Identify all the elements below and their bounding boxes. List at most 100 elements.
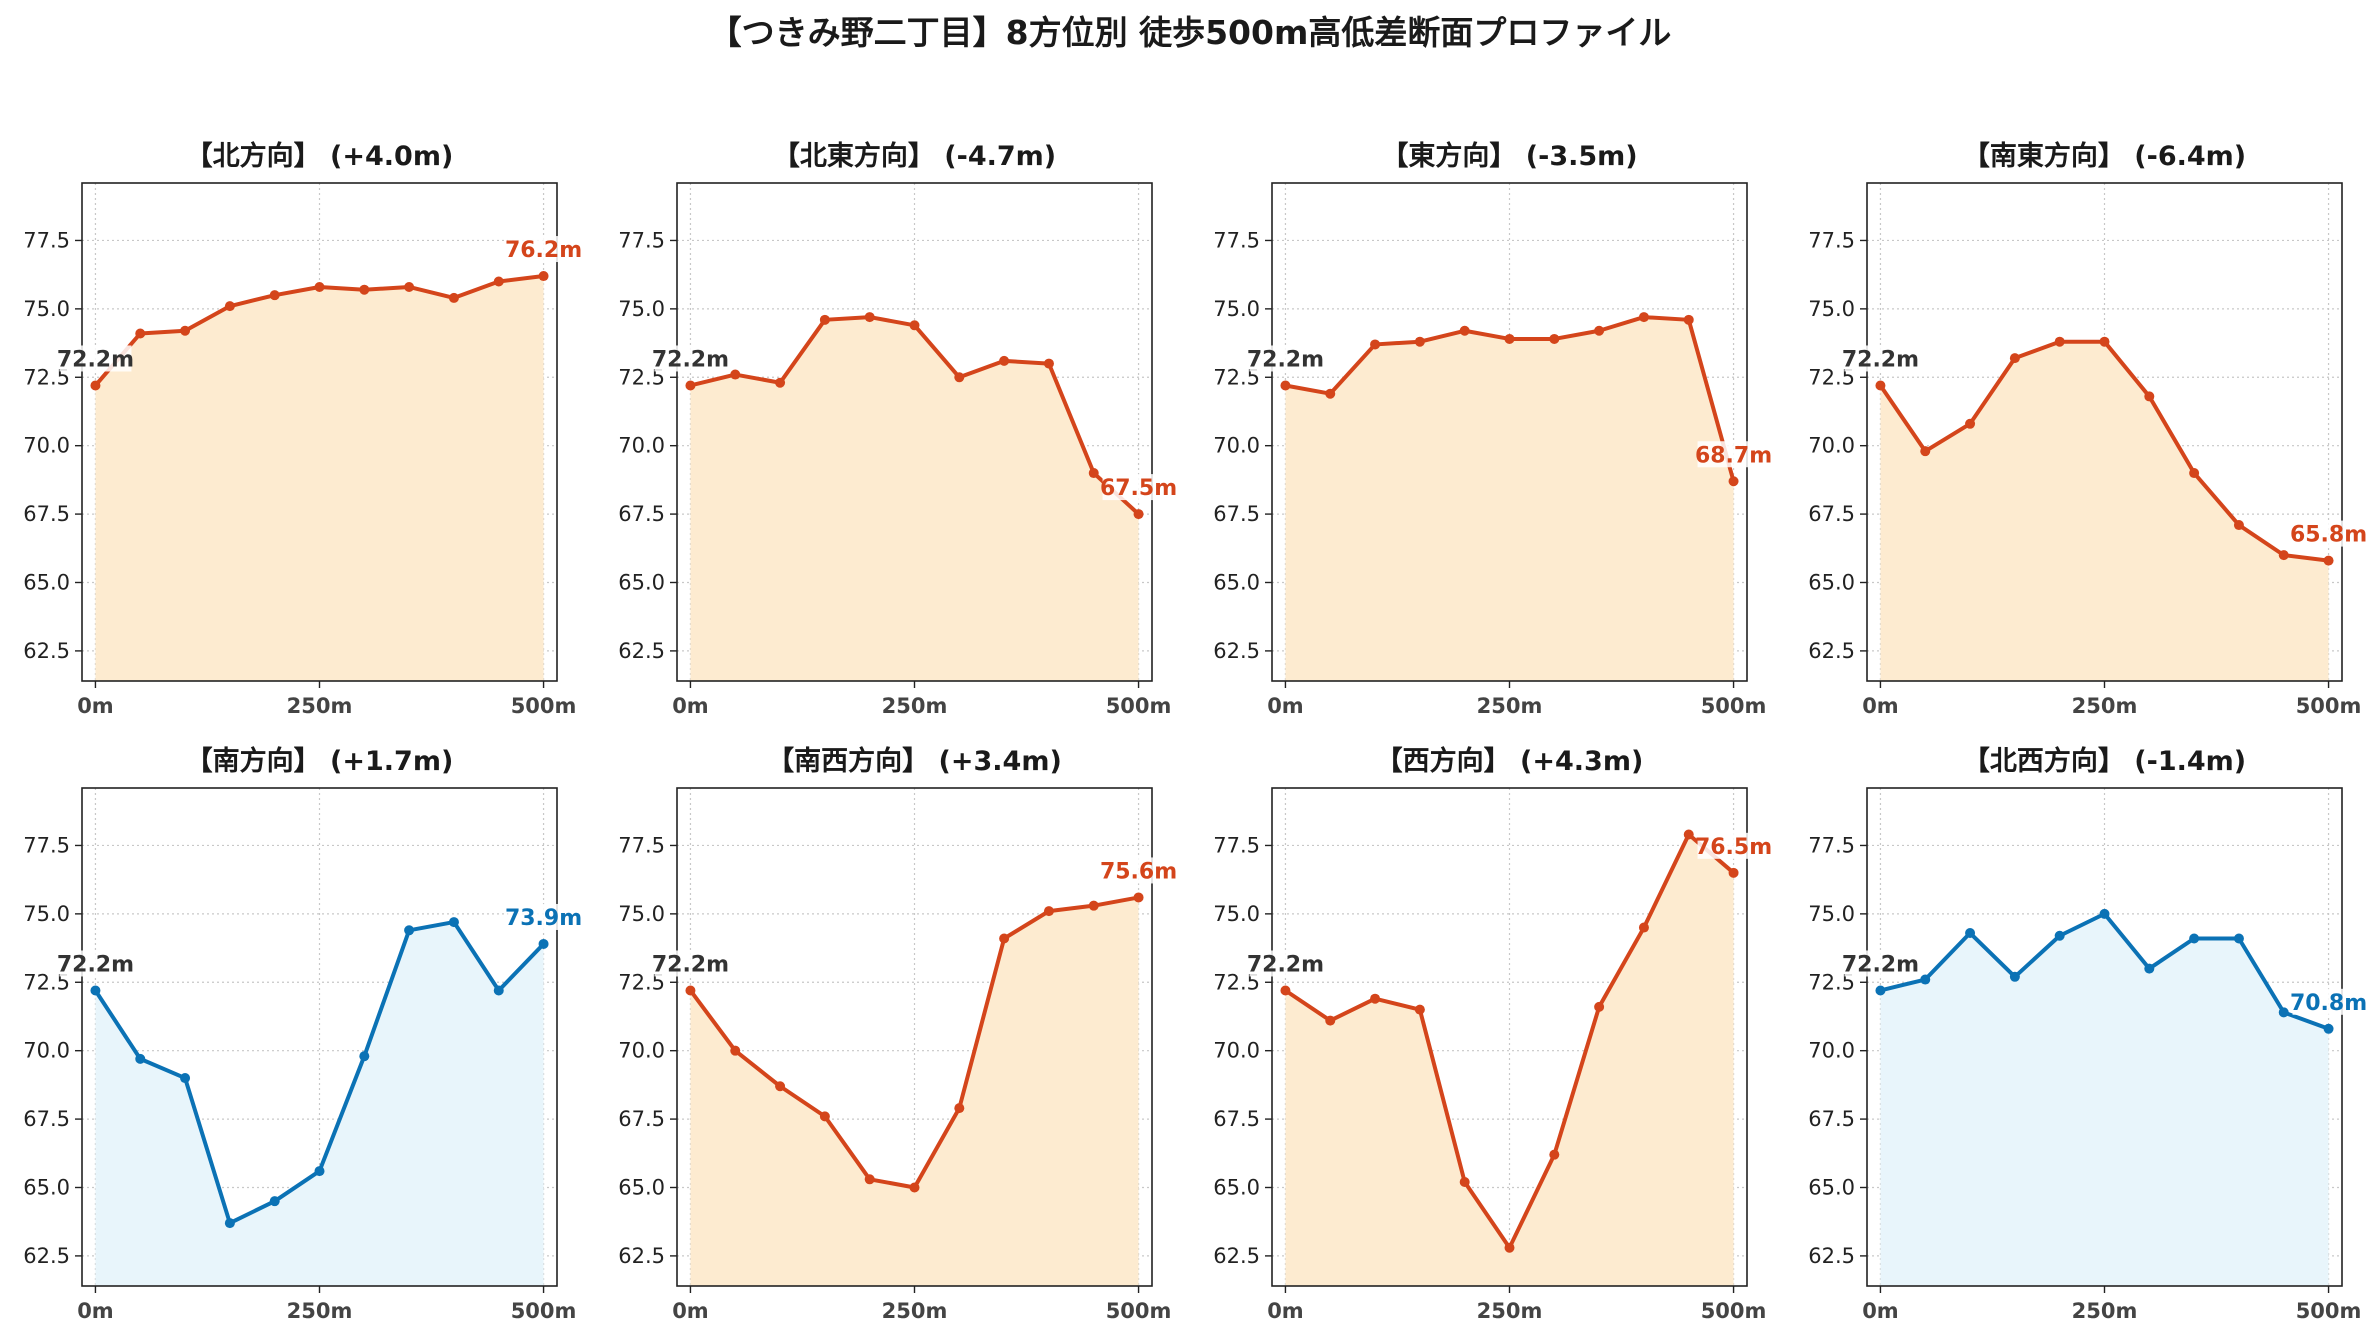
start-label-box (1249, 345, 1322, 372)
area-fill (1285, 317, 1734, 681)
area-fill (1285, 834, 1734, 1286)
start-label-box (654, 345, 727, 372)
y-tick-label: 75.0 (23, 297, 70, 321)
x-tick-label: 0m (1267, 1299, 1304, 1323)
data-point (404, 281, 415, 292)
data-point (1504, 333, 1515, 344)
panel-6: 【西方向】 (+4.3m)62.565.067.570.072.575.077.… (1213, 745, 1772, 1323)
x-tick-label: 0m (672, 1299, 709, 1323)
y-tick-label: 75.0 (618, 297, 665, 321)
y-tick-label: 77.5 (1213, 833, 1260, 857)
data-point (269, 290, 280, 301)
data-point (1594, 1001, 1605, 1012)
x-tick-label: 250m (882, 694, 948, 718)
data-point (864, 1174, 875, 1185)
panel-title: 【北東方向】 (-4.7m) (773, 140, 1056, 172)
data-point (685, 985, 696, 996)
panel-7: 【北西方向】 (-1.4m)62.565.067.570.072.575.077… (1808, 745, 2367, 1323)
x-tick-label: 250m (1477, 1299, 1543, 1323)
y-tick-label: 70.0 (23, 1039, 70, 1063)
data-point (538, 271, 549, 282)
data-point (1638, 922, 1649, 933)
data-point (448, 292, 459, 303)
data-point (90, 985, 101, 996)
data-point (730, 1045, 741, 1056)
start-label: 72.2m (1842, 347, 1919, 372)
end-label: 76.5m (1695, 835, 1772, 860)
data-point (224, 301, 235, 312)
data-point (1920, 446, 1931, 457)
y-tick-label: 75.0 (23, 902, 70, 926)
y-tick-label: 70.0 (23, 434, 70, 458)
data-point (180, 1073, 191, 1084)
panel-title: 【南東方向】 (-6.4m) (1963, 140, 2246, 172)
panel-title: 【東方向】 (-3.5m) (1381, 140, 1637, 172)
y-tick-label: 62.5 (618, 639, 665, 663)
end-label: 68.7m (1695, 443, 1772, 468)
y-tick-label: 65.0 (23, 570, 70, 594)
x-tick-label: 0m (1862, 694, 1899, 718)
data-point (1920, 974, 1931, 985)
data-point (775, 377, 786, 388)
x-tick-label: 250m (287, 1299, 353, 1323)
y-tick-label: 77.5 (618, 833, 665, 857)
data-point (2233, 933, 2244, 944)
data-point (1133, 892, 1144, 903)
y-tick-label: 70.0 (618, 434, 665, 458)
data-point (1370, 339, 1381, 350)
area-fill (1880, 341, 2329, 681)
data-point (493, 276, 504, 287)
x-tick-label: 500m (511, 1299, 577, 1323)
data-point (730, 369, 741, 380)
y-tick-label: 77.5 (1213, 228, 1260, 252)
y-tick-label: 67.5 (23, 1107, 70, 1131)
start-label-box (59, 345, 132, 372)
end-label-box (1102, 857, 1175, 884)
y-tick-label: 65.0 (1213, 1175, 1260, 1199)
data-point (2233, 520, 2244, 531)
start-label: 72.2m (57, 347, 134, 372)
data-point (2189, 468, 2200, 479)
x-tick-label: 250m (1477, 694, 1543, 718)
end-label: 65.8m (2290, 523, 2367, 548)
y-tick-label: 67.5 (618, 502, 665, 526)
panel-title: 【北西方向】 (-1.4m) (1963, 745, 2246, 777)
data-point (1504, 1242, 1515, 1253)
end-label-box (1697, 441, 1770, 468)
panel-5: 【南西方向】 (+3.4m)62.565.067.570.072.575.077… (618, 745, 1177, 1323)
y-tick-label: 67.5 (23, 502, 70, 526)
y-tick-label: 65.0 (618, 1175, 665, 1199)
y-tick-label: 70.0 (1213, 434, 1260, 458)
data-point (1594, 325, 1605, 336)
data-point (1370, 993, 1381, 1004)
data-point (269, 1196, 280, 1207)
data-point (2323, 555, 2334, 566)
end-label-box (507, 903, 580, 930)
y-tick-label: 75.0 (1808, 297, 1855, 321)
data-point (954, 372, 965, 383)
data-point (954, 1103, 965, 1114)
y-tick-label: 70.0 (1808, 434, 1855, 458)
data-point (1875, 380, 1886, 391)
data-point (2009, 971, 2020, 982)
data-point (1280, 985, 1291, 996)
data-point (2099, 336, 2110, 347)
data-point (1638, 312, 1649, 323)
data-point (1459, 1177, 1470, 1188)
y-tick-label: 65.0 (1213, 570, 1260, 594)
data-point (1549, 1149, 1560, 1160)
data-point (2009, 353, 2020, 364)
y-tick-label: 70.0 (618, 1039, 665, 1063)
x-tick-label: 0m (1862, 1299, 1899, 1323)
data-point (1043, 906, 1054, 917)
data-point (404, 925, 415, 936)
area-fill (1880, 913, 2329, 1286)
y-tick-label: 77.5 (1808, 833, 1855, 857)
x-tick-label: 0m (1267, 694, 1304, 718)
x-tick-label: 500m (2296, 694, 2362, 718)
panel-2: 【東方向】 (-3.5m)62.565.067.570.072.575.077.… (1213, 140, 1772, 718)
end-label: 75.6m (1100, 859, 1177, 884)
y-tick-label: 62.5 (618, 1244, 665, 1268)
